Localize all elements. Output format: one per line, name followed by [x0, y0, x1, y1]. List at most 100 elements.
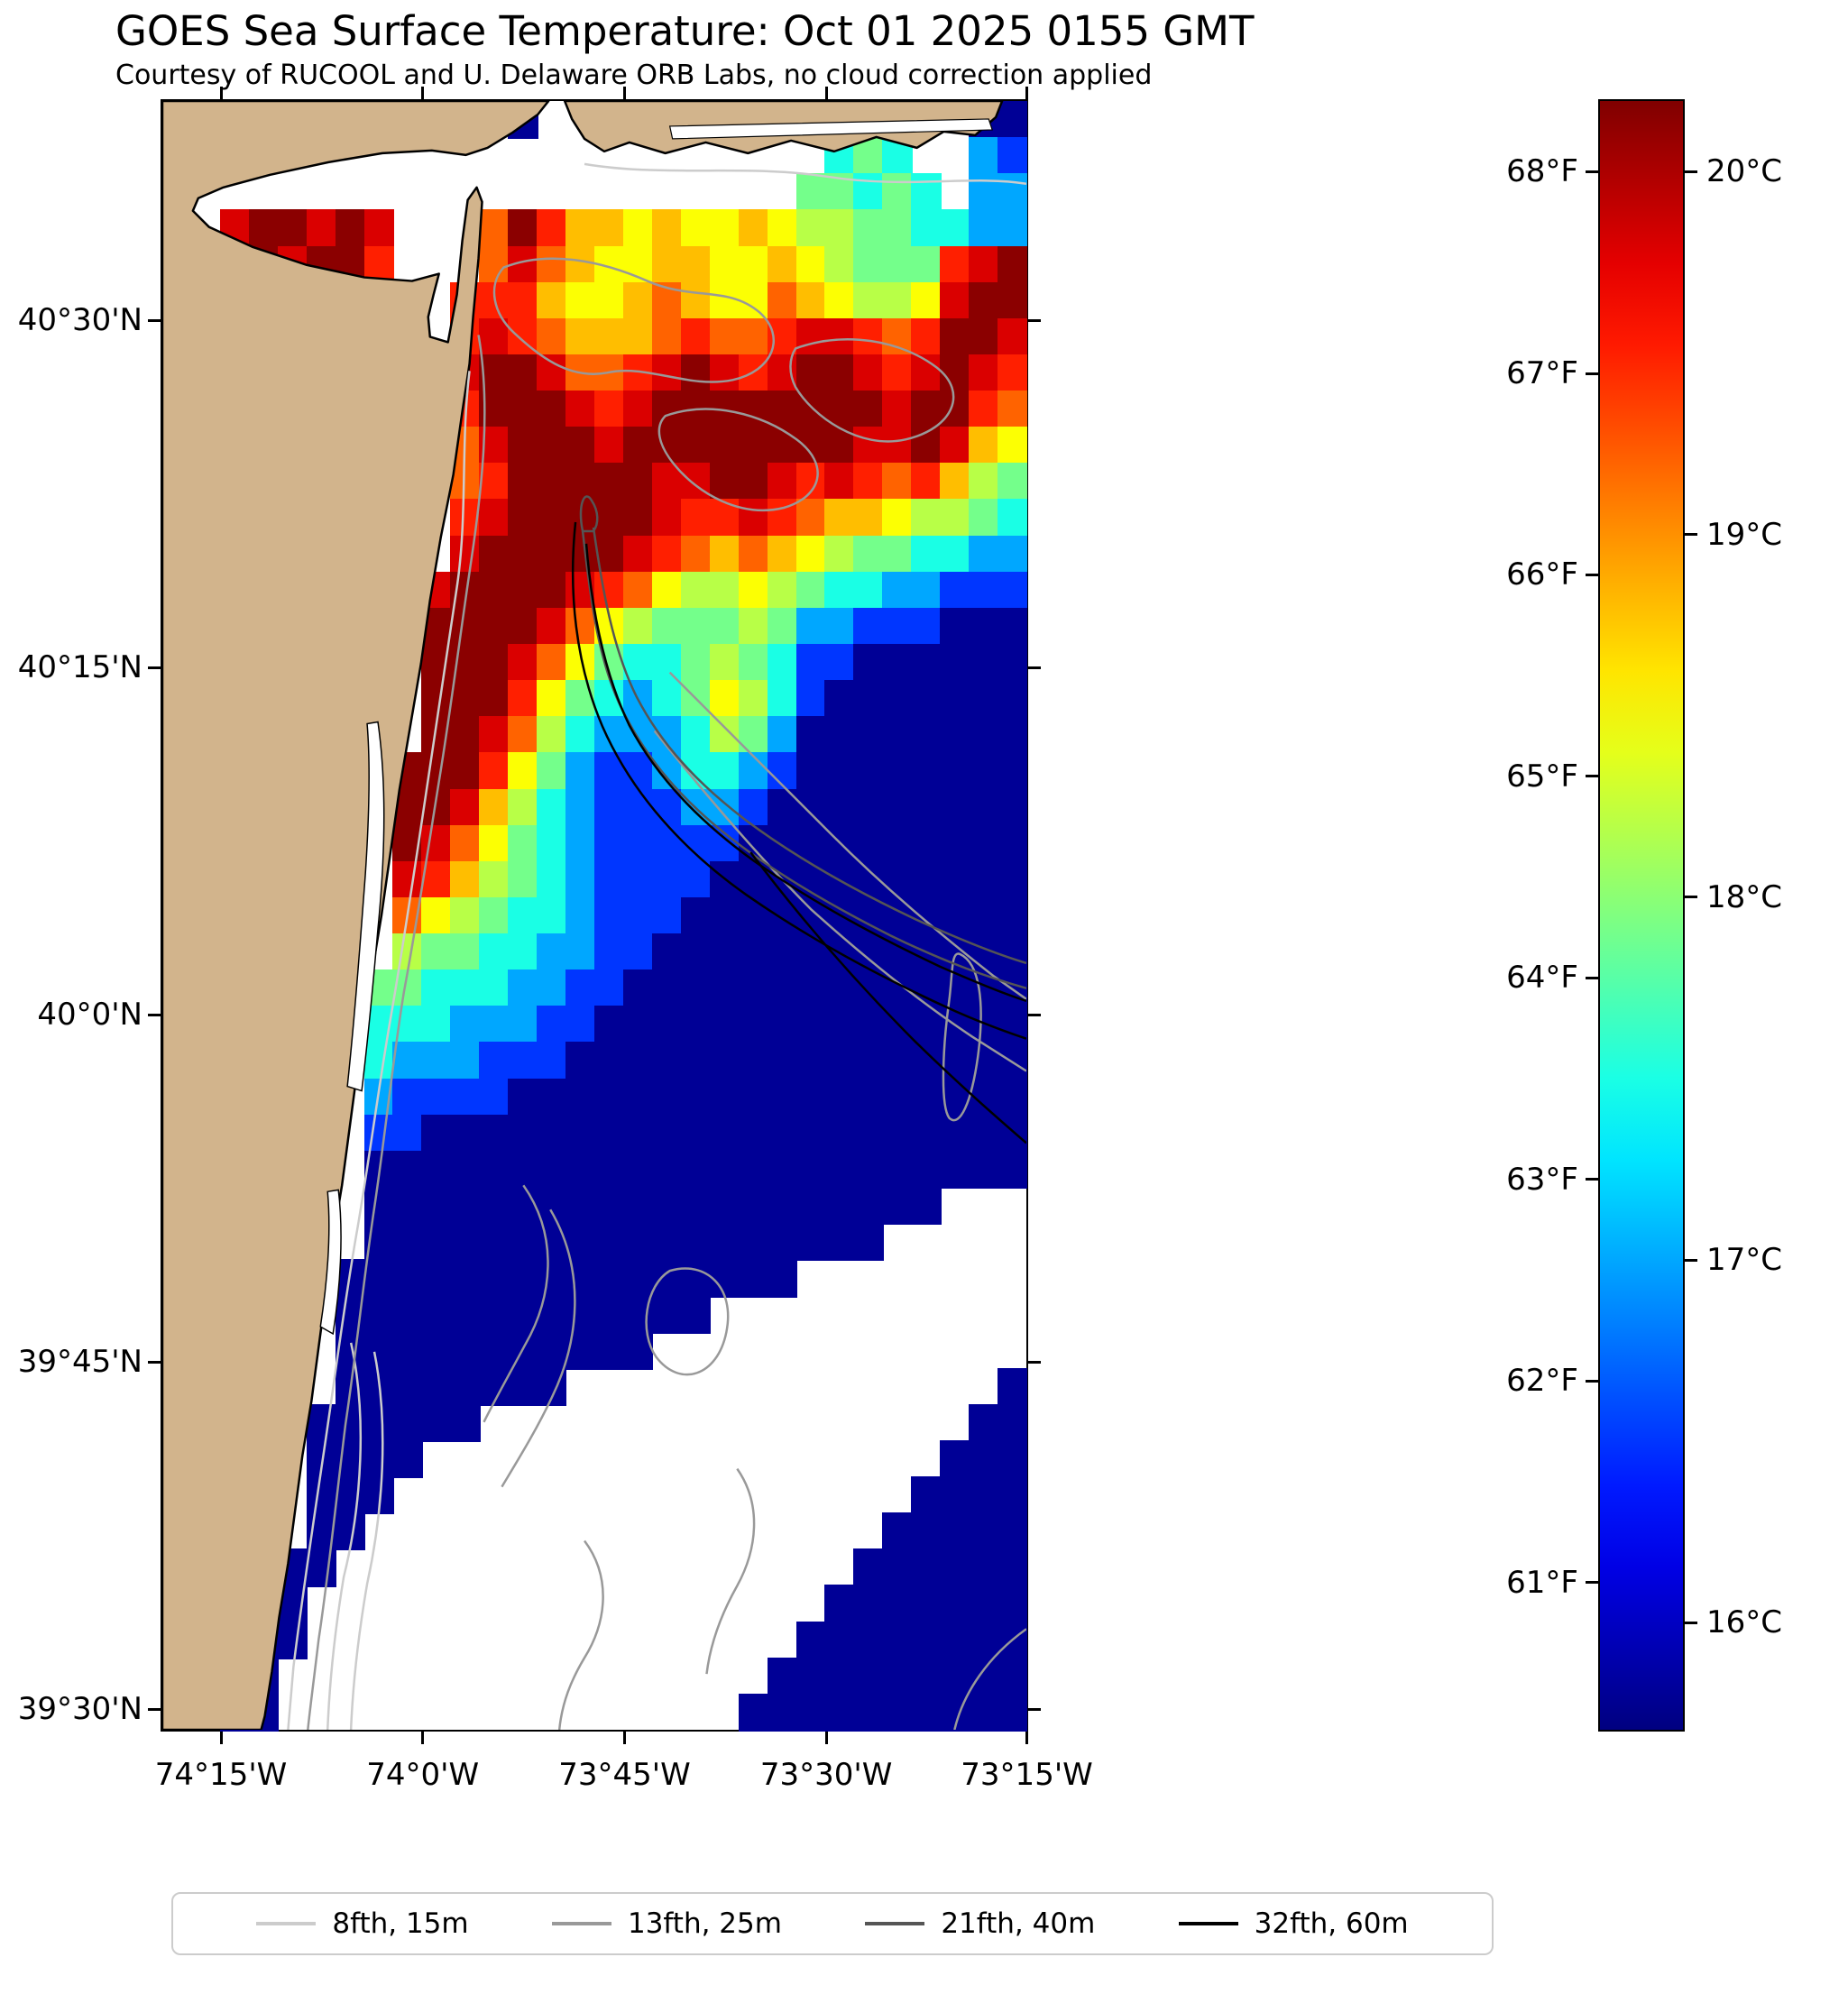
- lat-tick-label: 40°15'N: [17, 649, 143, 686]
- sst-cell: [392, 1223, 423, 1262]
- sst-cell: [795, 463, 826, 501]
- sst-cell: [824, 1693, 855, 1732]
- sst-cell: [940, 354, 970, 393]
- colorbar-celsius-tick: [1685, 1621, 1697, 1624]
- sst-cell: [853, 245, 884, 284]
- sst-cell: [911, 1187, 942, 1226]
- little-egg-harbor: [319, 1189, 342, 1336]
- sst-cell: [853, 1585, 884, 1623]
- sst-cell: [248, 209, 280, 248]
- sst-cell: [940, 571, 970, 611]
- sst-cell: [421, 1078, 452, 1116]
- sst-cell: [998, 860, 1028, 900]
- sst-cell: [795, 1078, 826, 1116]
- sst-cell: [537, 716, 567, 755]
- sst-cell: [767, 463, 797, 501]
- sst-cell: [853, 463, 884, 501]
- sst-cell: [969, 896, 999, 936]
- sst-cell: [508, 607, 538, 647]
- sst-cell: [651, 1006, 683, 1044]
- sst-cell: [565, 463, 596, 501]
- sst-cell: [709, 281, 740, 320]
- sst-cell: [479, 896, 510, 936]
- isobath-60m: [571, 521, 1026, 1144]
- sst-cell: [795, 427, 826, 465]
- sst-cell: [882, 1657, 913, 1696]
- sst-cell: [508, 1367, 538, 1406]
- sst-cell: [767, 571, 797, 611]
- sst-cell: [998, 535, 1028, 574]
- sst-cell: [651, 607, 683, 647]
- sst-cell: [998, 209, 1028, 248]
- sst-cell: [479, 716, 510, 755]
- sst-cell: [450, 1042, 481, 1080]
- sst-cell: [450, 1187, 481, 1226]
- sst-cell: [767, 427, 797, 465]
- sst-cell: [969, 752, 999, 791]
- sst-cell: [738, 1187, 769, 1226]
- sst-cell: [998, 824, 1028, 863]
- sst-cell: [508, 1150, 538, 1190]
- sst-cell: [565, 896, 596, 936]
- sst-cell: [882, 1693, 913, 1732]
- sst-cell: [969, 354, 999, 393]
- sst-cell: [565, 680, 596, 719]
- sst-cell: [824, 1078, 855, 1116]
- sst-cell: [795, 1042, 826, 1080]
- lon-tick-label: 73°45'W: [558, 1757, 691, 1793]
- sst-cell: [882, 752, 913, 791]
- sst-cell: [680, 354, 712, 393]
- sst-cell: [306, 1403, 337, 1443]
- sst-cell: [450, 1331, 481, 1370]
- sst-cell: [508, 716, 538, 755]
- sst-cell: [622, 1187, 654, 1226]
- sst-cell: [680, 607, 712, 647]
- sst-cell: [911, 752, 942, 791]
- sst-cell: [824, 1187, 855, 1226]
- sst-cell: [565, 716, 596, 755]
- sst-cell: [508, 933, 538, 972]
- sst-cell: [622, 1223, 654, 1262]
- celsius-tick-label: 17°C: [1706, 1242, 1783, 1279]
- sst-cell: [795, 571, 826, 611]
- sst-cell: [824, 1585, 855, 1623]
- sst-cell: [565, 1006, 596, 1044]
- sst-cell: [537, 1223, 567, 1262]
- sst-cell: [738, 1006, 769, 1044]
- sst-cell: [853, 1006, 884, 1044]
- sst-cell: [767, 209, 797, 248]
- sst-cell: [680, 209, 712, 248]
- long-island-lagoon: [668, 118, 993, 140]
- sst-cell: [479, 1223, 510, 1262]
- fahrenheit-tick-label: 67°F: [1506, 355, 1578, 392]
- sst-cell: [911, 1621, 942, 1659]
- sst-cell: [651, 788, 683, 827]
- sst-cell: [738, 427, 769, 465]
- colorbar-fahrenheit-tick: [1586, 573, 1598, 576]
- sst-cell: [940, 1548, 970, 1587]
- sst-cell: [537, 896, 567, 936]
- sst-cell: [738, 1150, 769, 1190]
- sst-cell: [882, 571, 913, 611]
- lon-axis-tick: [219, 87, 223, 99]
- sst-cell: [853, 969, 884, 1008]
- legend: 8fth, 15m 13fth, 25m 21fth, 40m 32fth, 60m: [171, 1892, 1494, 1955]
- sst-cell: [911, 607, 942, 647]
- sst-cell: [508, 391, 538, 429]
- sst-cell: [998, 1585, 1028, 1623]
- sst-cell: [594, 209, 625, 248]
- sst-cell: [969, 1114, 999, 1153]
- sst-cell: [622, 860, 654, 900]
- sst-cell: [709, 896, 740, 936]
- sst-cell: [853, 535, 884, 574]
- sst-cell: [940, 607, 970, 647]
- sst-cell: [824, 1621, 855, 1659]
- sst-cell: [651, 1042, 683, 1080]
- sst-cell: [450, 1259, 481, 1298]
- lon-axis-tick: [219, 1732, 223, 1744]
- sst-cell: [969, 1657, 999, 1696]
- sst-cell: [421, 680, 452, 719]
- sst-cell: [450, 1295, 481, 1334]
- sst-cell: [824, 969, 855, 1008]
- sst-cell: [853, 607, 884, 647]
